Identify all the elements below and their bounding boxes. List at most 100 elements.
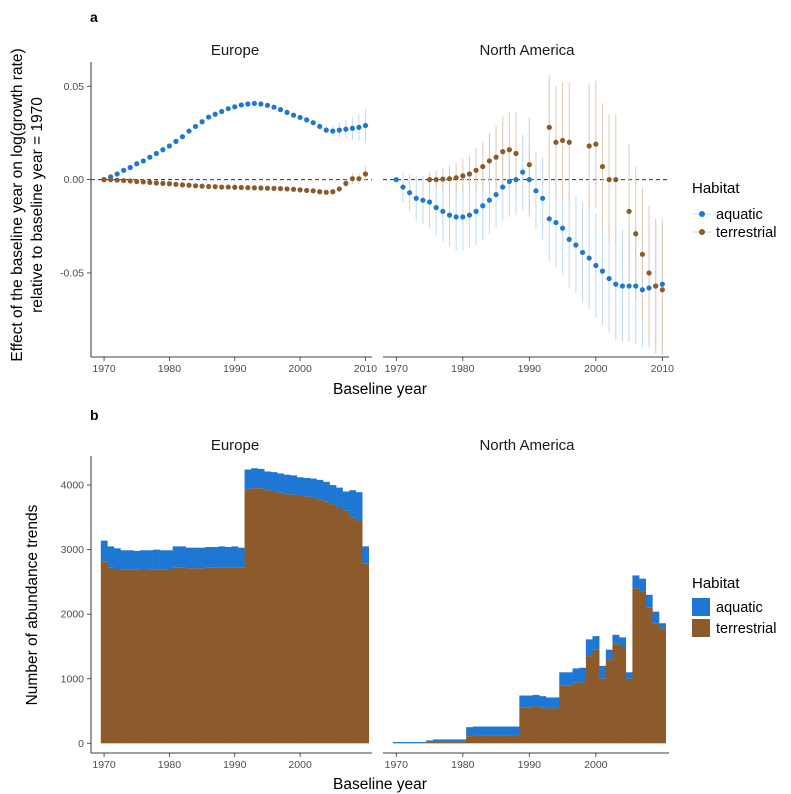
x-axis-title-a: Baseline year	[333, 381, 427, 398]
bar-terrestrial	[296, 496, 304, 744]
bar-terrestrial	[153, 569, 160, 744]
point-aquatic	[460, 214, 466, 220]
legend-terrestrial-label-b: terrestrial	[716, 621, 776, 637]
bar-terrestrial	[506, 735, 513, 744]
point-terrestrial	[199, 183, 205, 189]
bar-aquatic	[506, 726, 513, 736]
legend-aquatic-key-b	[692, 598, 710, 616]
bar-aquatic	[336, 487, 343, 508]
point-aquatic	[393, 177, 399, 183]
bar-terrestrial	[342, 510, 350, 744]
bar-terrestrial	[146, 569, 154, 744]
point-aquatic	[466, 212, 473, 218]
point-aquatic	[566, 236, 572, 242]
point-terrestrial	[506, 147, 512, 153]
point-terrestrial	[500, 149, 506, 155]
point-aquatic	[407, 190, 413, 196]
point-aquatic	[506, 178, 512, 185]
point-aquatic	[310, 120, 316, 126]
bar-aquatic	[639, 578, 647, 592]
bar-aquatic	[419, 742, 427, 743]
bar-aquatic	[126, 550, 134, 570]
point-terrestrial	[108, 177, 114, 183]
bar-aquatic	[342, 491, 350, 511]
point-aquatic	[330, 128, 336, 134]
bar-terrestrial	[539, 707, 547, 744]
point-aquatic	[426, 199, 433, 205]
bar-aquatic	[257, 468, 265, 489]
bar-terrestrial	[231, 567, 239, 744]
point-terrestrial	[546, 124, 552, 130]
point-aquatic	[553, 219, 559, 226]
bar-terrestrial	[632, 588, 640, 744]
bar-terrestrial	[559, 685, 567, 744]
bar-plot-b: 0 1000 2000 3000 4000 1970 1980 1990 2000 1970 198…	[61, 456, 669, 771]
point-terrestrial	[271, 185, 277, 192]
bar-aquatic	[479, 726, 487, 736]
bar-terrestrial	[316, 499, 324, 744]
facet-label-europe-b: Europe	[211, 437, 259, 454]
bar-aquatic	[526, 695, 533, 708]
x-tick-label-b: 1980	[158, 759, 182, 771]
bar-terrestrial	[264, 490, 272, 744]
bar-aquatic	[605, 649, 613, 660]
bar-terrestrial	[257, 488, 265, 744]
point-aquatic	[343, 126, 349, 132]
legend-title-a: Habitat	[692, 180, 740, 197]
bar-aquatic	[316, 479, 324, 500]
point-aquatic	[264, 102, 271, 108]
x-tick-label-b: 1970	[92, 759, 116, 771]
bar-terrestrial	[605, 659, 613, 744]
x-tick-label-b: 1990	[518, 759, 542, 771]
point-terrestrial	[323, 189, 329, 195]
point-terrestrial	[639, 251, 645, 257]
point-aquatic	[219, 108, 225, 115]
bar-aquatic	[140, 550, 147, 569]
point-aquatic	[225, 106, 231, 112]
bar-terrestrial	[185, 568, 193, 744]
bar-aquatic	[290, 475, 298, 495]
point-aquatic	[258, 101, 264, 107]
bar-aquatic	[146, 550, 154, 570]
point-aquatic	[413, 195, 419, 201]
bar-aquatic	[625, 672, 633, 679]
bar-aquatic	[452, 739, 460, 742]
point-terrestrial	[264, 185, 271, 191]
x-tick-label-a: 1980	[158, 363, 182, 375]
bar-aquatic	[406, 742, 414, 743]
point-terrestrial	[258, 185, 264, 191]
point-aquatic	[613, 281, 619, 287]
point-aquatic	[486, 197, 493, 203]
point-aquatic	[271, 104, 277, 110]
bar-terrestrial	[140, 568, 147, 744]
point-terrestrial	[251, 185, 257, 191]
point-terrestrial	[362, 171, 369, 177]
point-aquatic	[599, 268, 606, 274]
bar-aquatic	[572, 668, 580, 683]
bar-terrestrial	[107, 567, 115, 744]
x-tick-label-a: 1970	[385, 363, 409, 375]
point-aquatic	[160, 147, 166, 153]
point-terrestrial	[426, 177, 433, 183]
point-terrestrial	[513, 150, 519, 157]
point-terrestrial	[633, 231, 639, 237]
bar-aquatic	[652, 611, 660, 624]
point-aquatic	[284, 109, 290, 116]
bar-terrestrial	[270, 491, 278, 744]
bar-aquatic	[659, 623, 666, 629]
bar-aquatic	[218, 546, 226, 568]
bar-aquatic	[619, 637, 627, 647]
point-aquatic	[520, 169, 526, 175]
bar-aquatic	[545, 697, 553, 709]
point-terrestrial	[238, 184, 244, 191]
point-terrestrial	[304, 187, 310, 194]
point-aquatic	[573, 242, 579, 248]
bar-terrestrial	[290, 494, 298, 744]
y-tick-label-b: 1000	[61, 673, 85, 685]
bar-aquatic	[224, 547, 232, 568]
bar-aquatic	[472, 726, 480, 736]
bar-aquatic	[133, 550, 141, 570]
point-aquatic	[453, 214, 459, 220]
bar-terrestrial	[526, 707, 533, 744]
